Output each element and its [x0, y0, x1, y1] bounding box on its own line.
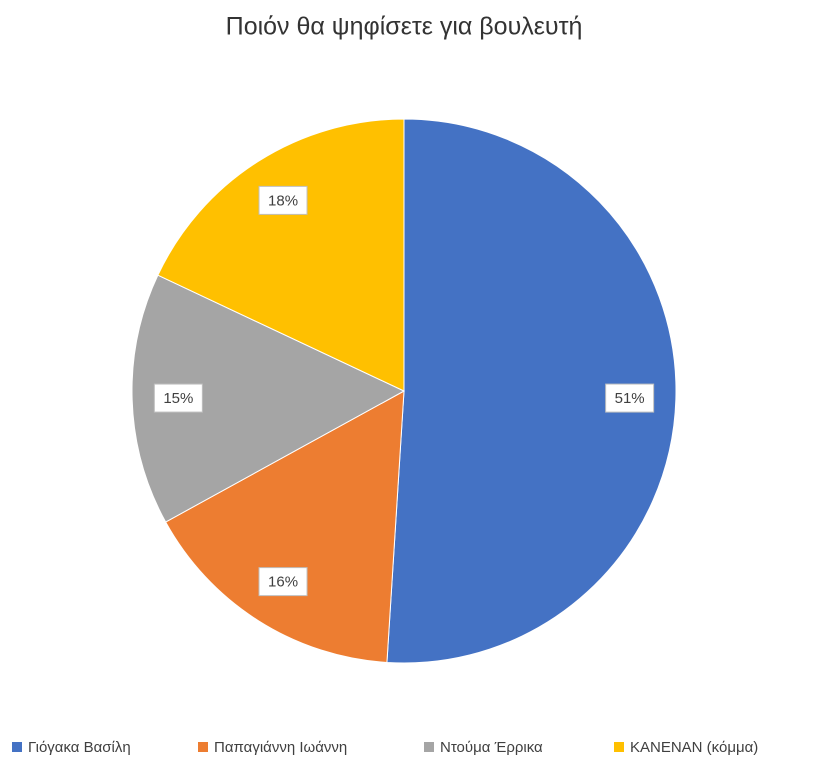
- data-label-box: [258, 567, 308, 597]
- data-label: 18%: [268, 192, 298, 209]
- legend-swatch: [614, 742, 624, 752]
- data-label-box: [258, 185, 308, 215]
- data-label: 15%: [163, 390, 193, 407]
- legend-label: Γιόγακα Βασίλη: [28, 739, 131, 756]
- data-label-box: [605, 383, 655, 413]
- pie-slice: [131, 274, 406, 523]
- pie-slice: [386, 118, 677, 664]
- data-label-box: [153, 383, 203, 413]
- legend-swatch: [12, 742, 22, 752]
- legend-label: Παπαγιάννη Ιωάννη: [214, 739, 347, 756]
- legend-swatch: [198, 742, 208, 752]
- legend-swatch: [424, 742, 434, 752]
- chart-title: Ποιόν θα ψηφίσετε για βουλευτή: [226, 13, 583, 41]
- legend-label: ΚΑΝΕΝΑΝ (κόμμα): [630, 739, 758, 756]
- pie-slice: [157, 118, 405, 392]
- legend-label: Ντούμα Έρρικα: [440, 739, 543, 756]
- pie-slice: [164, 390, 405, 663]
- data-label: 16%: [268, 574, 298, 591]
- data-label: 51%: [615, 390, 645, 407]
